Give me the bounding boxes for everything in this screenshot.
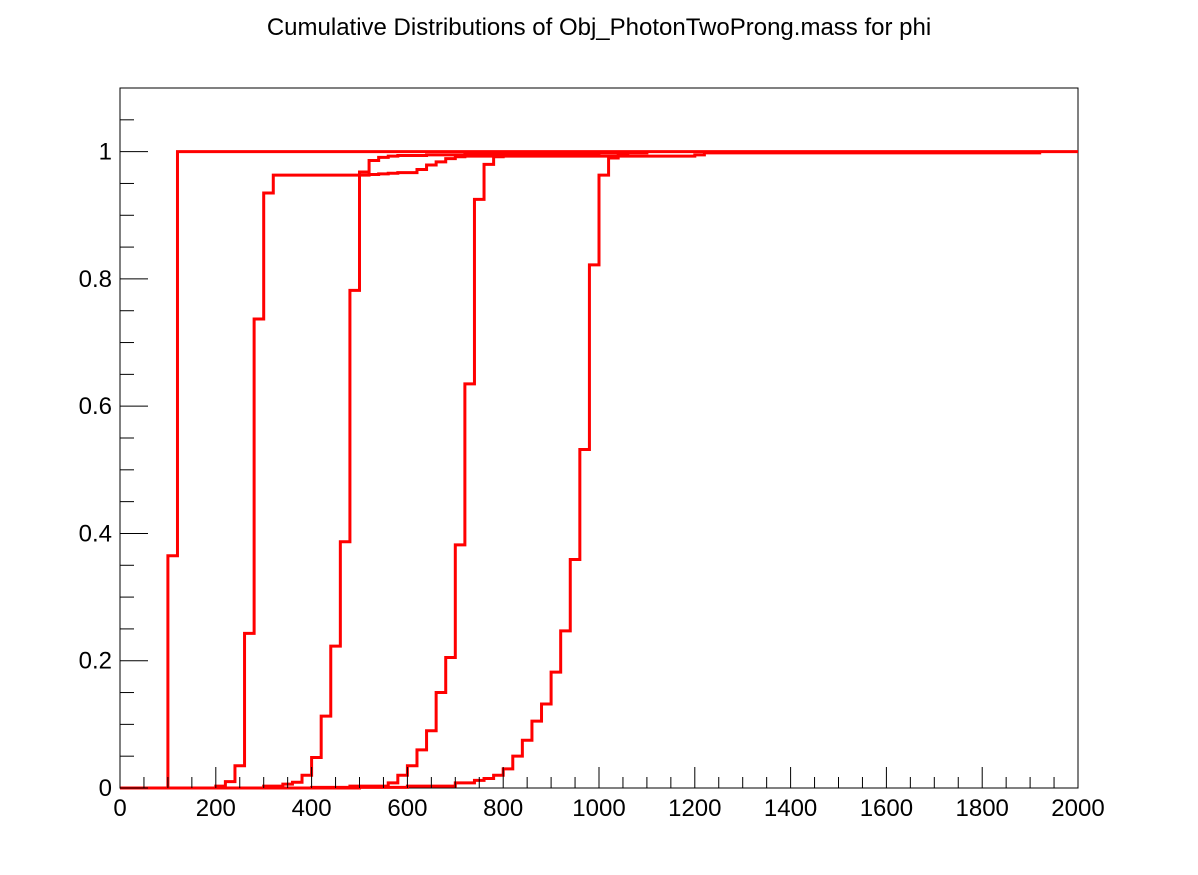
x-tick-label: 400 [292,795,332,822]
series-line-2 [120,151,1042,790]
series-line-4 [120,151,625,790]
x-tick-label: 1600 [860,795,913,822]
x-tick-label: 0 [113,795,126,822]
series-line-3 [120,151,590,790]
chart-title: Cumulative Distributions of Obj_PhotonTw… [266,14,932,41]
series-line-5 [120,151,649,790]
y-tick-label: 0.8 [79,266,112,293]
x-tick-label: 2000 [1051,795,1104,822]
y-tick-label: 0.2 [79,648,112,675]
axes-group: 0 200 400 600 800 1000 1200 1400 1600 1800 2000 0 0.… [79,87,1105,822]
x-tick-label: 1000 [572,795,625,822]
series-group [120,150,1078,790]
x-tick-label: 1200 [668,795,721,822]
y-tick-label: 0.6 [79,393,112,420]
x-tick-label: 600 [387,795,427,822]
x-tick-label: 1400 [764,795,817,822]
x-tick-label: 1800 [956,795,1009,822]
y-tick-label: 0.4 [79,520,112,547]
y-tick-label: 0 [99,775,112,802]
y-tick-label: 1 [99,139,112,166]
x-tick-label: 800 [483,795,523,822]
x-tick-label: 200 [196,795,236,822]
